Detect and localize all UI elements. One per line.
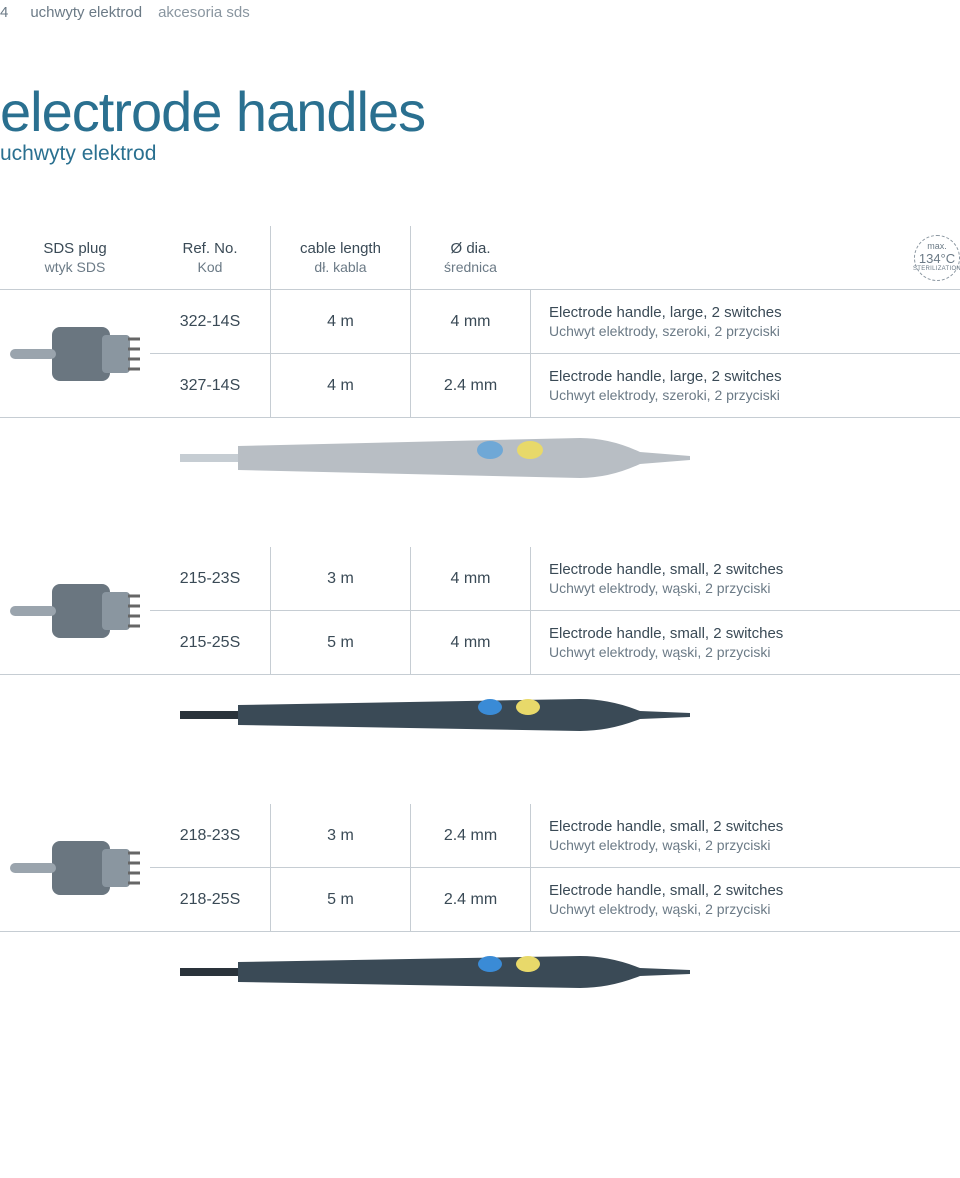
desc-primary: Electrode handle, large, 2 switches (549, 304, 942, 321)
electrode-handle-small-icon (180, 687, 700, 743)
cell-length: 4 m (270, 354, 410, 417)
desc-secondary: Uchwyt elektrody, wąski, 2 przyciski (549, 644, 942, 660)
column-header-plug: SDS plug wtyk SDS (0, 226, 150, 290)
cell-diameter: 2.4 mm (410, 868, 530, 931)
desc-primary: Electrode handle, small, 2 switches (549, 882, 942, 899)
desc-secondary: Uchwyt elektrody, szeroki, 2 przyciski (549, 387, 942, 403)
col-plug-sublabel: wtyk SDS (45, 259, 106, 275)
col-len-sublabel: dł. kabla (314, 259, 366, 275)
plug-image-cell (0, 547, 150, 675)
cell-diameter: 2.4 mm (410, 804, 530, 867)
page-subtitle: uchwyty elektrod (0, 142, 960, 166)
column-header-spacer (530, 226, 890, 289)
sds-plug-icon (10, 823, 140, 913)
column-header-diameter: Ø dia. średnica (410, 226, 530, 289)
cell-diameter: 4 mm (410, 547, 530, 610)
badge-temp: 134°C (919, 252, 955, 266)
desc-primary: Electrode handle, large, 2 switches (549, 368, 942, 385)
cell-diameter: 2.4 mm (410, 354, 530, 417)
badge-sterilization: STERILIZATION (913, 266, 960, 273)
cell-description: Electrode handle, large, 2 switches Uchw… (530, 354, 960, 417)
cell-diameter: 4 mm (410, 611, 530, 674)
product-group-3: 218-23S 3 m 2.4 mm Electrode handle, sma… (0, 804, 960, 1023)
product-group-1: SDS plug wtyk SDS Ref. No. Kod cable len… (0, 226, 960, 509)
col-ref-label: Ref. No. (182, 240, 237, 257)
cell-diameter: 4 mm (410, 290, 530, 353)
page-title: electrode handles (0, 79, 960, 144)
col-dia-sublabel: średnica (444, 259, 497, 275)
col-dia-label: Ø dia. (450, 240, 490, 257)
cell-description: Electrode handle, large, 2 switches Uchw… (530, 290, 960, 353)
desc-primary: Electrode handle, small, 2 switches (549, 561, 942, 578)
desc-secondary: Uchwyt elektrody, wąski, 2 przyciski (549, 837, 942, 853)
table-header-row: Ref. No. Kod cable length dł. kabla Ø di… (150, 226, 960, 290)
table-row: 218-25S 5 m 2.4 mm Electrode handle, sma… (150, 868, 960, 932)
column-header-length: cable length dł. kabla (270, 226, 410, 289)
desc-primary: Electrode handle, small, 2 switches (549, 818, 942, 835)
col-plug-label: SDS plug (43, 240, 106, 257)
product-image-large-handle (0, 418, 960, 509)
table-row: 215-23S 3 m 4 mm Electrode handle, small… (150, 547, 960, 611)
cell-ref: 322-14S (150, 290, 270, 353)
cell-length: 3 m (270, 547, 410, 610)
cell-description: Electrode handle, small, 2 switches Uchw… (530, 804, 960, 867)
cell-ref: 327-14S (150, 354, 270, 417)
plug-image-cell (0, 290, 150, 418)
desc-secondary: Uchwyt elektrody, szeroki, 2 przyciski (549, 323, 942, 339)
sds-plug-icon (10, 309, 140, 399)
electrode-handle-small-icon (180, 944, 700, 1000)
cell-length: 3 m (270, 804, 410, 867)
sterilization-badge-cell: max. 134°C STERILIZATION (890, 226, 960, 289)
table-row: 327-14S 4 m 2.4 mm Electrode handle, lar… (150, 354, 960, 418)
col-len-label: cable length (300, 240, 381, 257)
table-row: 322-14S 4 m 4 mm Electrode handle, large… (150, 290, 960, 354)
cell-description: Electrode handle, small, 2 switches Uchw… (530, 868, 960, 931)
page-header: 4 uchwyty elektrod akcesoria sds (0, 0, 960, 21)
cell-length: 5 m (270, 611, 410, 674)
cell-length: 5 m (270, 868, 410, 931)
desc-secondary: Uchwyt elektrody, wąski, 2 przyciski (549, 580, 942, 596)
product-group-2: 215-23S 3 m 4 mm Electrode handle, small… (0, 547, 960, 766)
cell-length: 4 m (270, 290, 410, 353)
sds-plug-icon (10, 566, 140, 656)
column-header-ref: Ref. No. Kod (150, 226, 270, 289)
cell-ref: 215-23S (150, 547, 270, 610)
desc-secondary: Uchwyt elektrody, wąski, 2 przyciski (549, 901, 942, 917)
plug-image-cell (0, 804, 150, 932)
electrode-handle-large-icon (180, 430, 700, 486)
cell-ref: 218-25S (150, 868, 270, 931)
sterilization-badge-icon: max. 134°C STERILIZATION (914, 235, 960, 281)
header-category-1: uchwyty elektrod (30, 4, 142, 21)
page-number: 4 (0, 4, 8, 21)
header-category-2: akcesoria sds (158, 4, 250, 21)
product-image-small-handle (0, 675, 960, 766)
table-row: 218-23S 3 m 2.4 mm Electrode handle, sma… (150, 804, 960, 868)
desc-primary: Electrode handle, small, 2 switches (549, 625, 942, 642)
product-image-small-handle (0, 932, 960, 1023)
cell-ref: 218-23S (150, 804, 270, 867)
col-ref-sublabel: Kod (198, 259, 223, 275)
cell-description: Electrode handle, small, 2 switches Uchw… (530, 611, 960, 674)
cell-ref: 215-25S (150, 611, 270, 674)
table-row: 215-25S 5 m 4 mm Electrode handle, small… (150, 611, 960, 675)
cell-description: Electrode handle, small, 2 switches Uchw… (530, 547, 960, 610)
